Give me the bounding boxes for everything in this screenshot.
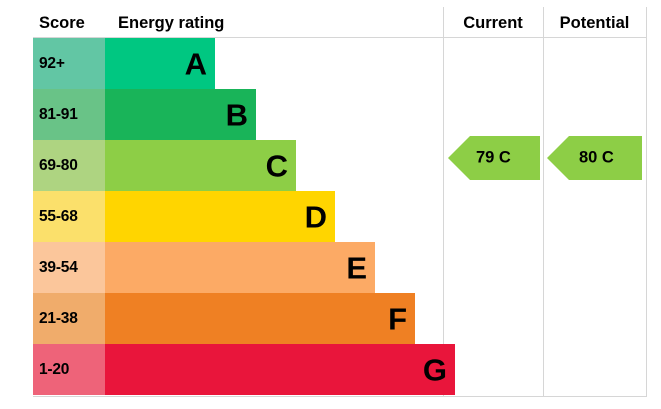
epc-table: Score Energy rating Current Potential 92… bbox=[33, 7, 647, 403]
table-row: 55-68 D bbox=[33, 191, 647, 242]
column-header-energy-rating: Energy rating bbox=[118, 14, 225, 32]
score-range-label: 69-80 bbox=[39, 156, 78, 174]
arrow-left-shape bbox=[448, 136, 540, 180]
current-rating-label: 79 C bbox=[476, 148, 511, 167]
score-cell: 81-91 bbox=[33, 89, 105, 140]
score-range-label: 39-54 bbox=[39, 258, 78, 276]
header-divider bbox=[33, 37, 647, 38]
score-range-label: 92+ bbox=[39, 54, 65, 72]
score-cell: 1-20 bbox=[33, 344, 105, 395]
score-cell: 55-68 bbox=[33, 191, 105, 242]
rating-bar-e: E bbox=[105, 242, 375, 293]
score-range-label: 81-91 bbox=[39, 105, 78, 123]
column-divider-potential-left bbox=[543, 7, 544, 397]
score-cell: 92+ bbox=[33, 38, 105, 89]
rating-bar-d: D bbox=[105, 191, 335, 242]
potential-rating-arrow: 80 C bbox=[547, 136, 642, 180]
score-cell: 39-54 bbox=[33, 242, 105, 293]
table-row: 81-91 B bbox=[33, 89, 647, 140]
current-rating-arrow: 79 C bbox=[448, 136, 540, 180]
rating-letter-c: C bbox=[265, 148, 288, 183]
table-row: 92+ A bbox=[33, 38, 647, 89]
arrow-left-shape bbox=[547, 136, 642, 180]
score-range-label: 1-20 bbox=[39, 360, 70, 378]
rating-bar-c: C bbox=[105, 140, 296, 191]
table-right-border bbox=[646, 7, 647, 397]
column-divider-current-left bbox=[443, 7, 444, 397]
score-range-label: 55-68 bbox=[39, 207, 78, 225]
rating-letter-a: A bbox=[184, 46, 207, 81]
score-range-label: 21-38 bbox=[39, 309, 78, 327]
rating-bar-a: A bbox=[105, 38, 215, 89]
column-header-current: Current bbox=[463, 14, 523, 32]
rating-letter-b: B bbox=[225, 97, 248, 132]
score-cell: 69-80 bbox=[33, 140, 105, 191]
rating-letter-d: D bbox=[304, 199, 327, 234]
table-bottom-divider bbox=[33, 396, 647, 397]
table-row: 69-80 C bbox=[33, 140, 647, 191]
rating-bar-f: F bbox=[105, 293, 415, 344]
rating-bar-b: B bbox=[105, 89, 256, 140]
column-header-potential: Potential bbox=[559, 14, 630, 32]
rating-letter-e: E bbox=[346, 250, 367, 285]
table-row: 21-38 F bbox=[33, 293, 647, 344]
score-cell: 21-38 bbox=[33, 293, 105, 344]
table-row: 1-20 G bbox=[33, 344, 647, 395]
rating-letter-g: G bbox=[422, 352, 447, 387]
column-header-score: Score bbox=[39, 14, 85, 32]
rating-bar-g: G bbox=[105, 344, 455, 395]
table-row: 39-54 E bbox=[33, 242, 647, 293]
rating-letter-f: F bbox=[388, 301, 407, 336]
potential-rating-label: 80 C bbox=[579, 148, 614, 167]
